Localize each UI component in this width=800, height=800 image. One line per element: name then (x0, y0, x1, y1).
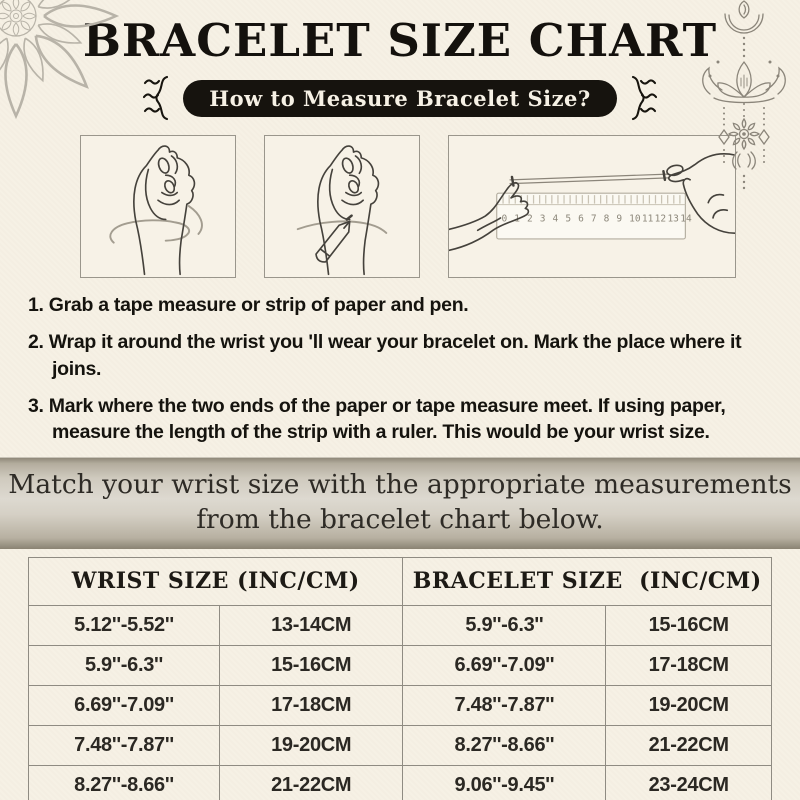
fist-with-pen-icon (296, 145, 388, 276)
wrist-inch-cell: 7.48''-7.87'' (28, 724, 220, 766)
svg-text:11: 11 (642, 214, 654, 225)
page-title: BRACELET SIZE CHART (82, 14, 718, 67)
squiggle-brace-right-icon (631, 75, 657, 121)
wrist-inch-cell: 8.27''-8.66'' (28, 764, 220, 800)
table-row: 7.48''-7.87'' 19-20CM 8.27''-8.66'' 21-2… (28, 724, 772, 766)
bracelet-cm-cell: 17-18CM (605, 644, 772, 686)
wrist-cm-cell: 21-22CM (218, 764, 404, 800)
table-row: 6.69''-7.09'' 17-18CM 7.48''-7.87'' 19-2… (28, 684, 772, 726)
mandala-corner-icon (0, 0, 120, 120)
badge-row: How to Measure Bracelet Size? (0, 75, 800, 121)
wrist-cm-cell: 13-14CM (218, 604, 404, 646)
wrist-size-header: WRIST SIZE (INC/CM) (27, 556, 404, 606)
wrist-cm-cell: 17-18CM (218, 684, 404, 726)
svg-text:0: 0 (501, 214, 507, 225)
instruction-steps: 1. Grab a tape measure or strip of paper… (28, 292, 774, 446)
bracelet-inch-cell: 6.69''-7.09'' (402, 644, 607, 686)
step-3: 3. Mark where the two ends of the paper … (28, 394, 726, 444)
svg-text:9: 9 (616, 214, 622, 225)
wrist-cm-cell: 15-16CM (218, 644, 404, 686)
illustration-measure-ruler: 0 1 2 3 4 5 6 7 8 9 10 11 12 13 14 (448, 135, 736, 278)
bracelet-cm-cell: 19-20CM (605, 684, 772, 726)
match-size-banner: Match your wrist size with the appropria… (0, 456, 800, 549)
step-2: 2. Wrap it around the wrist you 'll wear… (28, 331, 742, 380)
svg-text:4: 4 (553, 214, 559, 225)
size-table: WRIST SIZE (INC/CM) BRACELET SIZE (INC/C… (27, 556, 772, 800)
illustration-row: 0 1 2 3 4 5 6 7 8 9 10 11 12 13 14 (80, 135, 800, 278)
bracelet-inch-cell: 5.9''-6.3'' (402, 604, 607, 646)
svg-text:12: 12 (655, 214, 666, 225)
bracelet-size-header: BRACELET SIZE (INC/CM) (402, 556, 772, 606)
bracelet-cm-cell: 15-16CM (605, 604, 772, 646)
measure-question-badge: How to Measure Bracelet Size? (183, 79, 617, 117)
wrist-inch-cell: 6.69''-7.09'' (28, 684, 220, 726)
table-header-row: WRIST SIZE (INC/CM) BRACELET SIZE (INC/C… (27, 556, 772, 606)
svg-text:13: 13 (667, 214, 679, 225)
lotus-hanging-icon (702, 0, 786, 190)
bracelet-cm-cell: 23-24CM (605, 764, 772, 800)
wrist-inch-cell: 5.12''-5.52'' (28, 604, 220, 646)
bracelet-inch-cell: 8.27''-8.66'' (402, 724, 607, 766)
svg-text:2: 2 (527, 214, 533, 225)
svg-text:5: 5 (565, 214, 571, 225)
illustration-wrap-tape (80, 135, 236, 278)
banner-line-1: Match your wrist size with the appropria… (8, 468, 792, 500)
svg-text:14: 14 (680, 214, 692, 225)
fist-with-tape-icon (109, 145, 203, 276)
svg-text:7: 7 (591, 214, 597, 225)
bracelet-cm-cell: 21-22CM (605, 724, 772, 766)
badge-label: How to Measure Bracelet Size? (209, 85, 591, 111)
svg-text:6: 6 (578, 214, 584, 225)
squiggle-brace-left-icon (143, 75, 169, 121)
hands-with-ruler-icon: 0 1 2 3 4 5 6 7 8 9 10 11 12 13 14 (449, 153, 735, 252)
wrist-cm-cell: 19-20CM (218, 724, 404, 766)
wrist-inch-cell: 5.9''-6.3'' (28, 644, 220, 686)
table-row: 8.27''-8.66'' 21-22CM 9.06''-9.45'' 23-2… (28, 764, 772, 800)
bracelet-inch-cell: 9.06''-9.45'' (402, 764, 607, 800)
svg-text:8: 8 (604, 214, 610, 225)
table-row: 5.9''-6.3'' 15-16CM 6.69''-7.09'' 17-18C… (28, 644, 772, 686)
bracelet-inch-cell: 7.48''-7.87'' (402, 684, 607, 726)
table-row: 5.12''-5.52'' 13-14CM 5.9''-6.3'' 15-16C… (28, 604, 772, 646)
svg-text:3: 3 (540, 214, 546, 225)
banner-line-2: from the bracelet chart below. (196, 503, 604, 535)
illustration-mark-pen (264, 135, 420, 278)
svg-text:10: 10 (629, 214, 641, 225)
step-1: 1. Grab a tape measure or strip of paper… (28, 294, 469, 316)
